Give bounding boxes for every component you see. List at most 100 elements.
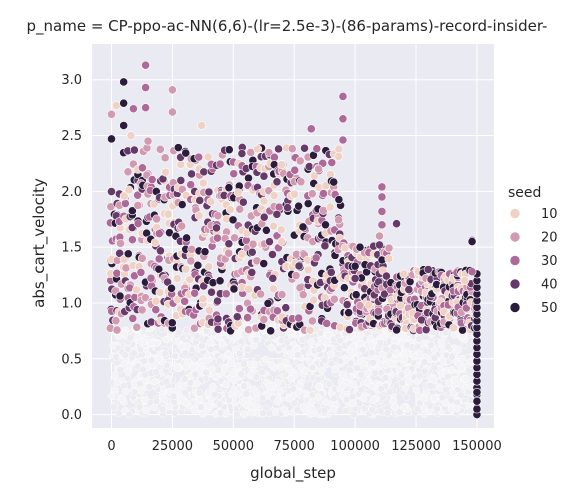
data-point: [125, 410, 134, 419]
y-tick-label: 2.5: [61, 129, 82, 144]
data-point: [400, 403, 408, 412]
data-point: [210, 390, 219, 399]
data-point: [180, 296, 190, 306]
data-point: [238, 397, 247, 406]
data-point: [199, 167, 209, 177]
data-point: [290, 399, 299, 407]
data-point: [323, 338, 332, 346]
data-point: [298, 336, 307, 344]
data-point: [213, 314, 223, 324]
data-point: [115, 291, 125, 301]
data-point-50: [472, 404, 482, 414]
data-point: [172, 274, 182, 283]
data-point: [142, 406, 151, 415]
data-point: [403, 368, 412, 376]
data-point: [213, 296, 222, 306]
data-point: [207, 287, 216, 297]
data-point-40: [423, 265, 433, 274]
data-point: [265, 409, 274, 418]
data-point: [430, 363, 439, 372]
data-point: [294, 201, 304, 211]
data-point: [277, 160, 287, 170]
data-point: [342, 395, 351, 404]
x-tick-label: 125000: [391, 439, 441, 454]
data-point: [359, 346, 367, 354]
data-point: [225, 205, 235, 215]
data-point: [295, 156, 305, 166]
data-point: [119, 191, 129, 201]
y-axis-ticks: 0.0 0.5 1.0 1.5 2.0 2.5 3.0: [61, 73, 82, 423]
data-point: [152, 339, 161, 347]
data-point: [376, 338, 385, 347]
data-point-30: [338, 92, 348, 101]
data-point: [247, 247, 257, 257]
data-point: [213, 211, 223, 221]
data-point: [444, 343, 453, 351]
data-point: [263, 298, 273, 308]
x-tick-label: 150000: [452, 439, 502, 454]
data-point: [269, 191, 279, 200]
data-point: [213, 324, 223, 334]
data-point: [309, 295, 319, 305]
data-point: [367, 341, 376, 349]
data-point: [209, 382, 217, 391]
data-point: [224, 248, 234, 258]
data-point: [233, 188, 243, 198]
data-point: [334, 144, 344, 154]
data-point: [218, 340, 227, 348]
data-point: [294, 261, 304, 271]
data-point-50: [119, 98, 129, 108]
data-point: [370, 396, 378, 404]
data-point: [152, 397, 161, 406]
data-point: [259, 315, 269, 324]
data-point: [338, 382, 347, 390]
data-point: [296, 177, 306, 187]
data-point: [346, 366, 354, 374]
data-point: [112, 353, 121, 361]
data-point: [307, 338, 315, 346]
data-point: [186, 378, 195, 387]
data-point: [181, 264, 191, 274]
data-point: [357, 386, 365, 394]
data-point: [342, 406, 350, 415]
data-point: [280, 405, 289, 414]
data-point: [115, 409, 123, 417]
data-point: [128, 235, 137, 245]
data-point: [240, 360, 248, 368]
data-point: [349, 342, 358, 351]
data-point: [110, 371, 119, 379]
data-point: [182, 233, 191, 243]
data-point: [298, 222, 308, 232]
data-point: [235, 349, 244, 358]
data-point: [221, 289, 231, 299]
data-point: [227, 359, 235, 368]
x-tick-label: 100000: [330, 439, 380, 454]
data-point-50: [355, 242, 365, 252]
data-point: [445, 379, 453, 388]
x-tick-label: 0: [107, 439, 115, 454]
data-point: [320, 241, 330, 251]
data-point: [176, 176, 186, 185]
data-point: [454, 346, 462, 354]
data-point: [277, 237, 286, 246]
data-point-20: [143, 136, 153, 146]
data-point: [247, 268, 257, 277]
data-point: [139, 365, 147, 374]
data-point: [369, 359, 377, 367]
data-point: [206, 197, 216, 207]
data-point: [338, 371, 347, 379]
data-point: [204, 401, 213, 410]
legend-label: 30: [541, 254, 558, 269]
data-point: [212, 223, 221, 233]
data-point: [112, 268, 122, 278]
legend-marker: [509, 208, 521, 219]
data-point: [233, 410, 241, 419]
data-point: [162, 335, 171, 344]
data-point: [259, 409, 267, 417]
data-point: [294, 313, 304, 323]
data-point: [124, 368, 133, 376]
data-point: [194, 152, 204, 162]
data-point: [359, 394, 368, 403]
data-point: [300, 143, 309, 153]
